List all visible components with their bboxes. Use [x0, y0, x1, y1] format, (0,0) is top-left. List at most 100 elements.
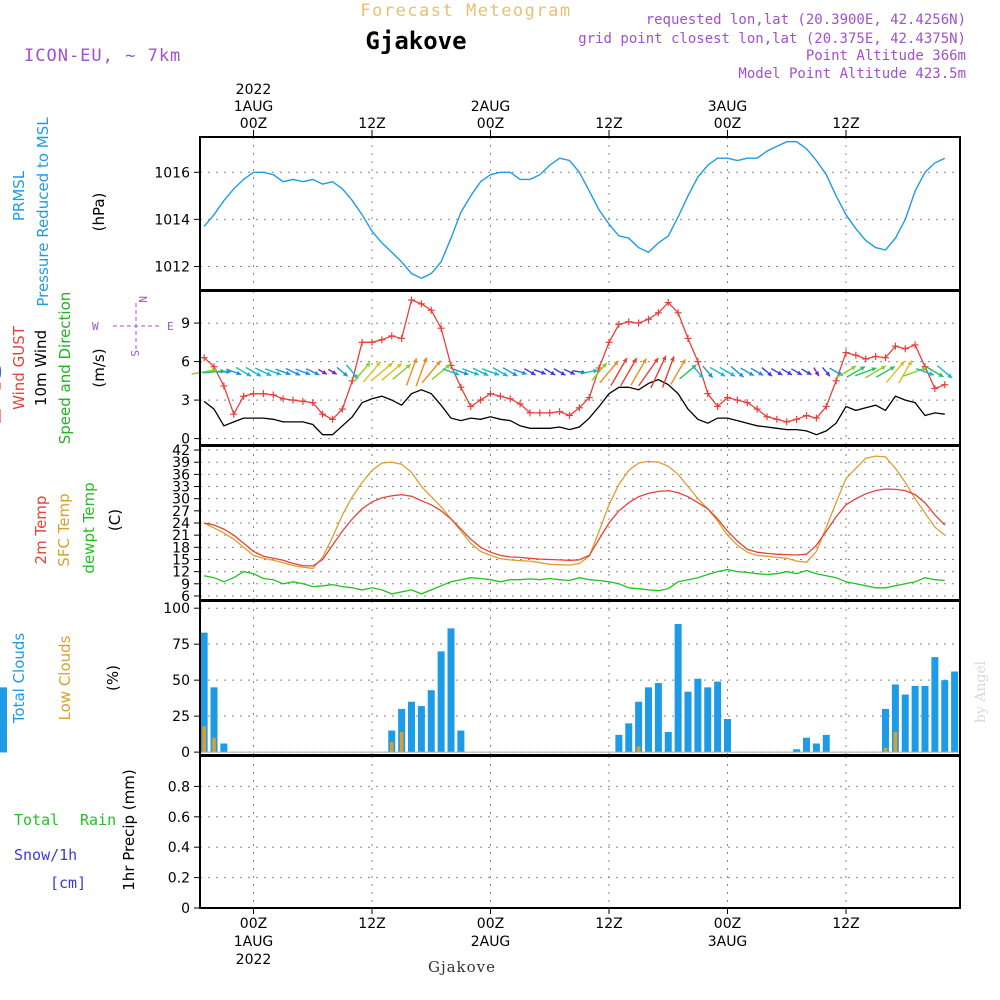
model-label: ICON-EU, ~ 7km	[24, 46, 181, 66]
wind-direction-arrow	[353, 361, 371, 382]
gust-marker	[793, 415, 801, 423]
wind-arrow-head	[422, 357, 428, 363]
low-clouds-bar	[202, 726, 206, 753]
wind-arrow-head	[661, 355, 667, 361]
wind-arrow-head	[387, 362, 393, 368]
wind-arrow-head	[601, 363, 607, 368]
wind-direction-arrow	[362, 361, 382, 383]
wind-arrow-head	[698, 373, 704, 379]
gust-marker	[674, 309, 682, 317]
wind-arrow-head	[375, 361, 381, 367]
wind-direction-arrow	[790, 368, 803, 376]
gust-marker	[714, 403, 722, 410]
wind-direction-arrow	[481, 368, 500, 376]
wind-direction-arrow	[875, 365, 896, 378]
wind-direction-arrow	[295, 368, 311, 376]
wind-direction-arrow	[318, 368, 328, 375]
total-clouds-bar	[664, 731, 672, 753]
wind-arrow-head	[681, 359, 686, 365]
gust-label: Wind GUST	[10, 325, 28, 410]
wind-direction-arrow	[801, 368, 812, 376]
gust-marker	[546, 409, 554, 417]
wind-direction-arrow	[305, 368, 320, 376]
wind-direction-arrow	[370, 362, 393, 382]
wind-arrow-head	[512, 371, 518, 376]
top-time-label: 00Z	[240, 116, 267, 132]
gust-marker	[388, 332, 396, 340]
wind-arrow-head	[321, 370, 327, 375]
clouds-unit: (%)	[104, 665, 122, 691]
wind-direction-arrow	[854, 367, 877, 377]
wind-arrow-shaft	[405, 357, 418, 386]
grid-point-coords: grid point closest lon,lat (20.375E, 42.…	[578, 31, 966, 47]
wind-arrow-head	[236, 370, 242, 376]
wind-arrow-head	[560, 370, 566, 376]
gust-marker	[477, 396, 485, 404]
gust-marker	[467, 403, 475, 410]
gust-marker	[556, 408, 564, 416]
low-clouds-bar	[883, 747, 888, 753]
wind-arrow-head	[767, 371, 773, 377]
wind-arrow-head	[730, 371, 736, 377]
wind-arrow-head	[435, 360, 441, 366]
gust-marker	[832, 377, 840, 385]
gust-marker	[724, 394, 731, 402]
wind-arrow-head	[474, 371, 480, 376]
gust-marker	[664, 299, 672, 307]
gust-marker	[743, 399, 751, 407]
total-clouds-bar	[951, 671, 959, 753]
total-clouds-bar	[200, 632, 208, 753]
gust-marker	[645, 315, 652, 323]
gust-marker	[822, 403, 830, 410]
gust-marker	[941, 381, 949, 389]
wind-arrow-shaft	[630, 358, 647, 386]
gust-marker	[852, 351, 860, 359]
wind-direction-arrow	[336, 366, 349, 377]
wind-arrow-head	[777, 370, 783, 376]
compass-n: N	[136, 296, 149, 303]
wind-direction-arrow	[898, 360, 913, 384]
wind-direction-arrow	[405, 357, 418, 386]
total-clouds-bar	[427, 690, 435, 753]
temp-label: 2m Temp	[32, 496, 50, 565]
total-clouds-bar	[941, 680, 949, 753]
wind-arrow-head	[825, 371, 830, 377]
bottom-time-label: 12Z	[358, 916, 385, 932]
wind-arrow-head	[405, 364, 411, 369]
wind-arrow-head	[758, 371, 764, 376]
y-tick-label: 1012	[154, 259, 190, 275]
total-clouds-bar	[704, 687, 712, 753]
model-altitude: Model Point Altitude 423.5m	[738, 66, 966, 82]
wind-unit: (m/s)	[90, 348, 108, 387]
wind-direction-arrow	[821, 366, 831, 377]
y-tick-label: 0.6	[168, 810, 190, 826]
precip-total-label: Total	[14, 811, 59, 829]
wind-direction-arrow	[226, 368, 242, 376]
total-clouds-bar	[891, 684, 899, 753]
wind-direction-arrow	[750, 367, 764, 376]
wind-arrow-head	[256, 371, 262, 377]
wind-direction-arrow	[925, 366, 944, 378]
precip-snow-unit: [cm]	[50, 874, 86, 892]
precip-panel: 0 0.2 0.4 0.6 0.8	[168, 755, 961, 917]
wind-direction-arrow	[835, 365, 857, 379]
total-clouds-bar	[793, 749, 801, 753]
gust-marker	[487, 390, 494, 398]
wind-direction-arrow	[610, 357, 628, 387]
wind-arrow-head	[850, 366, 856, 371]
wind-arrow-head	[613, 360, 619, 366]
wind-direction-arrow	[661, 356, 675, 388]
total-clouds-bar	[388, 730, 396, 753]
panel-frame	[199, 600, 961, 756]
panel-frame	[199, 290, 961, 446]
y-tick-label: 33	[172, 480, 190, 496]
y-tick-label: 0	[181, 745, 190, 761]
y-tick-label: 18	[172, 540, 190, 556]
wind-arrow-head	[796, 370, 802, 375]
gust-marker	[753, 405, 761, 413]
gust-marker	[368, 338, 376, 346]
wind-arrow-shaft	[370, 362, 393, 382]
y-tick-label: 75	[172, 637, 190, 653]
wind-direction-arrow	[275, 368, 291, 376]
